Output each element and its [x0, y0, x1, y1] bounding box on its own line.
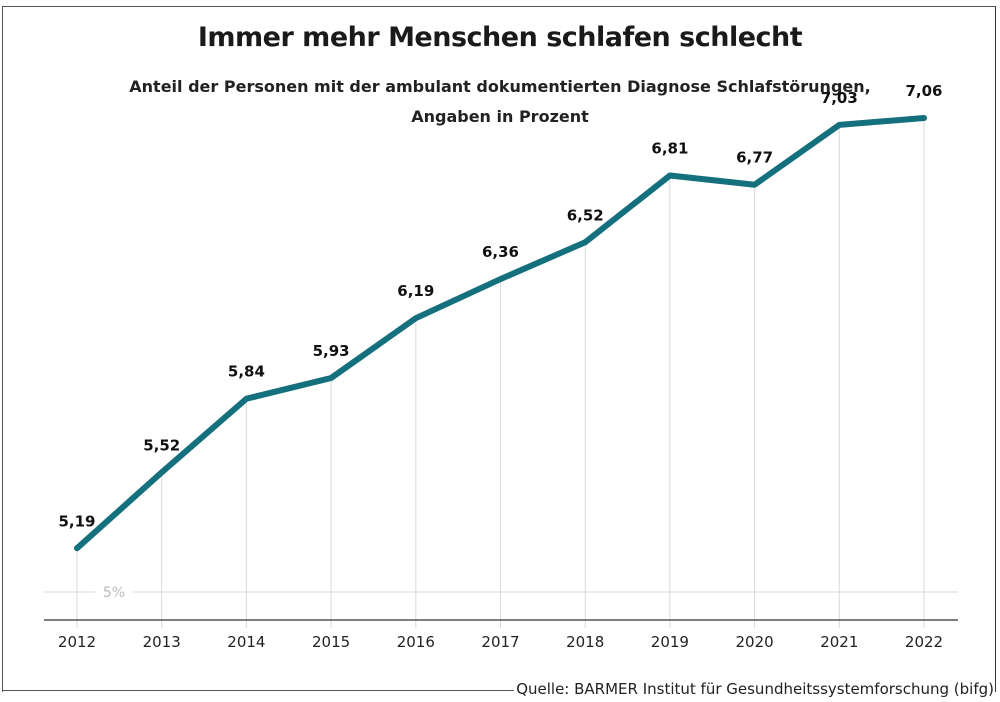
subtitle-line-1: Anteil der Personen mit der ambulant dok… [129, 77, 871, 96]
data-labels: 5,19 5,52 5,84 5,93 6,19 6,36 6,52 6,81 6,77 7,03… [58, 82, 943, 549]
chart-subtitle: Anteil der Personen mit der ambulant dok… [0, 72, 1000, 132]
data-label: 6,36 [482, 243, 519, 261]
subtitle-line-2: Angaben in Prozent [411, 107, 589, 126]
source-note: Quelle: BARMER Institut für Gesundheitss… [514, 680, 994, 698]
x-tick-label: 2012 [58, 633, 96, 651]
x-tick-labels: 2012 2013 2014 2015 2016 2017 2018 2019 2020 2021… [58, 633, 943, 651]
frame-bottom-border [2, 690, 558, 691]
data-label: 6,52 [567, 206, 604, 224]
data-label: 6,19 [397, 282, 434, 300]
x-tick-label: 2014 [227, 633, 265, 651]
chart-frame [2, 6, 996, 692]
x-tick-label: 2015 [312, 633, 350, 651]
vertical-gridlines [76, 118, 925, 628]
x-tick-label: 2013 [143, 633, 181, 651]
data-label: 5,52 [143, 436, 180, 454]
x-tick-label: 2016 [397, 633, 435, 651]
x-tick-label: 2020 [736, 633, 774, 651]
x-tick-label: 2017 [481, 633, 519, 651]
data-label: 7,03 [821, 89, 858, 107]
data-label: 7,06 [905, 82, 942, 100]
x-tick-label: 2019 [651, 633, 689, 651]
data-label: 5,19 [58, 512, 95, 530]
x-tick-label: 2018 [566, 633, 604, 651]
chart-title: Immer mehr Menschen schlafen schlecht [197, 22, 803, 53]
x-tick-label: 2022 [905, 633, 943, 651]
data-label: 6,77 [736, 149, 773, 167]
horizontal-gridlines: 5% [44, 585, 958, 601]
y-tick-label: 5% [103, 585, 125, 601]
data-label: 6,81 [651, 140, 688, 158]
data-label: 5,93 [313, 342, 350, 360]
data-label: 5,84 [228, 363, 265, 381]
x-tick-label: 2021 [820, 633, 858, 651]
